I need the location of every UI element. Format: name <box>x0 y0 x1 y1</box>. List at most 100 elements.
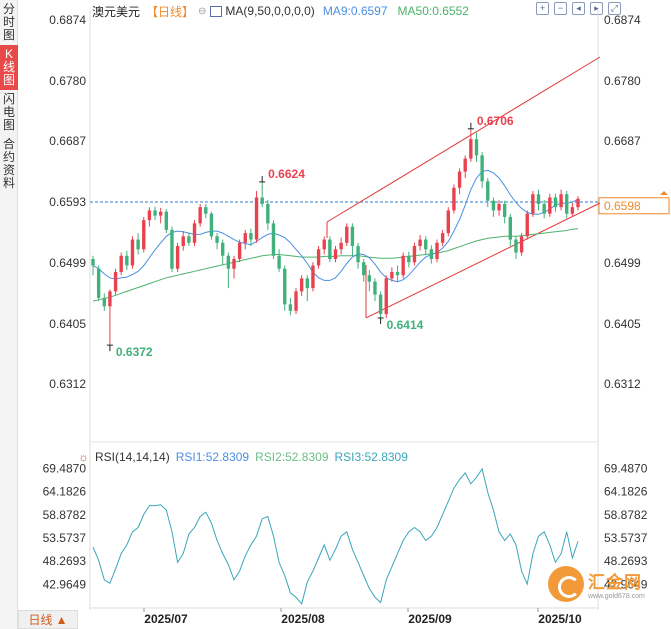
candle-body <box>91 258 95 266</box>
price-tick-left: 0.6499 <box>49 256 86 270</box>
price-ticks-left: 0.6874 0.6780 0.6687 0.6593 0.6499 0.6405 0.63… <box>49 13 86 391</box>
candle-body <box>531 194 535 214</box>
period-select[interactable]: 日线 ▲ <box>18 610 78 629</box>
time-label: 2025/10 <box>538 612 582 626</box>
candle-body <box>548 197 552 214</box>
current-price-box <box>598 197 670 215</box>
candle-body <box>175 246 180 269</box>
rsi3-value: RSI3:52.8309 <box>334 450 408 464</box>
price-tick-right: 0.6499 <box>604 256 641 270</box>
rsi-tick-right: 53.5737 <box>604 531 648 545</box>
trend-channel <box>326 56 601 319</box>
candle-body <box>457 171 462 188</box>
candle-body <box>187 236 191 243</box>
tab-contract-info[interactable]: 合约资料 <box>2 137 15 190</box>
indicator-icon[interactable] <box>210 5 223 17</box>
candle-body <box>209 213 214 237</box>
candle-body <box>316 249 321 266</box>
rsi1-value: RSI1:52.8309 <box>175 450 250 464</box>
candle-body <box>164 211 169 230</box>
logo-name: 汇金网 <box>588 573 642 592</box>
candle-body <box>102 297 106 307</box>
rsi-tick-right: 69.4870 <box>604 462 648 476</box>
rsi-tick-right: 64.1826 <box>604 485 648 499</box>
candle-body <box>305 278 309 289</box>
time-label: 2025/09 <box>408 612 452 626</box>
candle-body <box>570 207 575 214</box>
channel-upper <box>326 56 601 223</box>
zoom-out-icon[interactable]: − <box>554 2 567 15</box>
candle-body <box>170 229 174 269</box>
ma50-path <box>92 228 579 302</box>
scroll-left-icon[interactable]: ◂ <box>572 2 585 15</box>
candle-body <box>294 291 298 311</box>
time-label: 2025/07 <box>144 612 188 626</box>
fullscreen-icon[interactable]: ⤢ <box>608 2 621 15</box>
rsi-title[interactable]: RSI(14,14,14) <box>95 450 170 464</box>
settings-icon[interactable]: ⊖ <box>198 5 207 17</box>
scroll-right-icon[interactable]: ▸ <box>590 2 603 15</box>
price-tick-left: 0.6593 <box>49 195 86 209</box>
candle-body <box>113 271 118 292</box>
ma-params[interactable]: MA(9,50,0,0,0,0) <box>225 4 315 18</box>
indicator-settings-icon[interactable]: ☼ <box>78 450 89 464</box>
candle-body <box>525 213 529 237</box>
candle-body <box>565 194 569 214</box>
candle-body <box>367 275 372 282</box>
rsi-line <box>92 467 579 605</box>
candle-body <box>130 239 135 266</box>
candle-body <box>536 194 541 204</box>
logo-icon <box>548 566 584 602</box>
period-select-label: 日线 <box>28 613 53 627</box>
zoom-in-icon[interactable]: + <box>536 2 549 15</box>
candle-body <box>125 255 129 266</box>
candle-body <box>356 246 360 263</box>
candle-body <box>237 242 242 259</box>
candle-body <box>469 139 473 159</box>
period-label[interactable]: 【日线】 <box>146 4 195 19</box>
rsi1-path <box>92 467 579 605</box>
candle-body <box>266 203 270 224</box>
time-label: 2025/08 <box>281 612 325 626</box>
ma50-value: MA50:0.6552 <box>397 4 469 18</box>
rsi-tick-left: 53.5737 <box>43 531 87 545</box>
rsi-tick-left: 58.8782 <box>43 508 87 522</box>
candle-body <box>553 197 558 208</box>
candle-body <box>204 207 208 214</box>
annotation-label: 0.6372 <box>116 345 153 359</box>
candle-body <box>147 210 152 221</box>
candles <box>91 128 580 346</box>
brand-logo: 汇金网 www.gold678.com <box>548 566 645 602</box>
candle-body <box>390 271 394 279</box>
candle-body <box>463 158 467 172</box>
candle-body <box>350 226 355 247</box>
candle-body <box>158 211 163 216</box>
price-tick-right: 0.6874 <box>604 13 641 27</box>
candle-body <box>418 239 422 247</box>
time-axis: 2025/07 2025/08 2025/09 2025/10 <box>143 608 582 626</box>
candle-body <box>226 255 231 269</box>
candle-body <box>288 304 293 311</box>
candle-body <box>429 249 434 259</box>
price-tick-left: 0.6687 <box>49 134 86 148</box>
tab-timeshare[interactable]: 分时图 <box>2 2 15 42</box>
tab-flash[interactable]: 闪电图 <box>2 92 15 132</box>
candle-body <box>181 236 185 247</box>
candle-body <box>395 271 400 276</box>
ma9-path <box>92 169 579 283</box>
toolbar: + − ◂ ▸ ⤢ <box>536 2 621 15</box>
candle-body <box>446 210 450 234</box>
candle-body <box>249 233 253 240</box>
price-annotations: 0.6624 0.6706 0.6372 0.6414 <box>106 114 514 359</box>
candle-body <box>378 294 383 315</box>
candle-body <box>119 255 123 272</box>
candle-body <box>480 155 484 182</box>
price-tick-left: 0.6312 <box>49 377 86 391</box>
rsi-tick-right: 58.8782 <box>604 508 648 522</box>
candle-body <box>502 203 507 217</box>
candle-body <box>142 220 146 250</box>
logo-url: www.gold678.com <box>588 593 645 600</box>
